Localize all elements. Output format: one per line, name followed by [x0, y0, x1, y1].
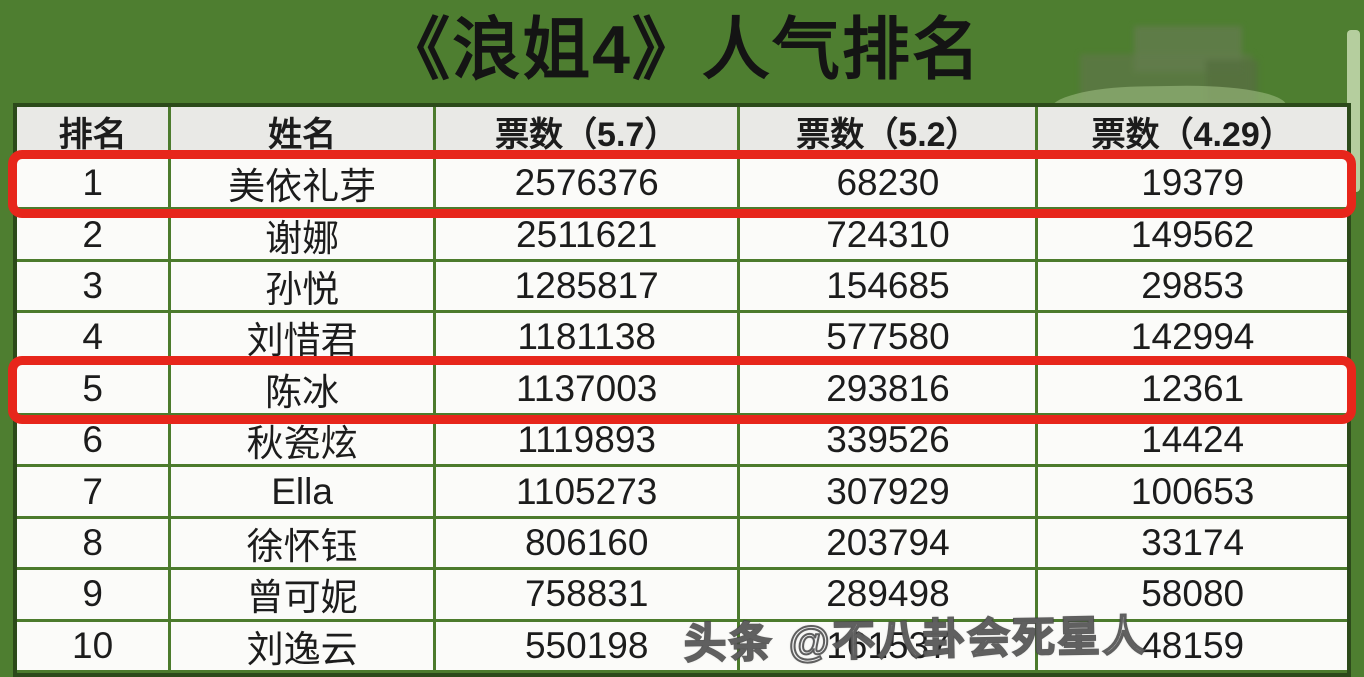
cell-v1: 1181138: [435, 313, 741, 365]
cell-v2: 68230: [740, 159, 1039, 211]
cell-rank: 10: [17, 621, 172, 673]
cell-v1: 1137003: [435, 364, 741, 416]
cell-v1: 1285817: [435, 261, 741, 314]
cell-name: 孙悦: [171, 261, 436, 314]
cell-v2: 154685: [740, 261, 1039, 314]
table-row: 10 刘逸云 550198 161537 48159: [17, 621, 1347, 673]
cell-v1: 2576376: [435, 159, 741, 211]
table-row: 9 曾可妮 758831 289498 58080: [17, 570, 1347, 622]
header-votes-5-2: 票数（5.2）: [740, 107, 1039, 159]
ranking-table-body: 1 美依礼芽 2576376 68230 19379 2 谢娜 2511621 724310 14…: [8, 149, 1356, 673]
cell-rank: 9: [17, 570, 172, 622]
cell-name: Ella: [171, 467, 436, 519]
page-title: 《浪姐4》人气排名: [382, 12, 982, 88]
cell-name: 刘逸云: [171, 621, 436, 673]
cell-name: 曾可妮: [171, 570, 436, 622]
cell-v2: 339526: [740, 415, 1039, 468]
cell-v2: 289498: [740, 570, 1039, 622]
cell-v2: 577580: [740, 313, 1039, 365]
header-votes-4-29: 票数（4.29）: [1038, 107, 1347, 159]
table-header-row: 排名 姓名 票数（5.7） 票数（5.2） 票数（4.29）: [17, 107, 1347, 159]
header-votes-5-7: 票数（5.7）: [435, 107, 741, 159]
cell-rank: 8: [17, 518, 172, 571]
cell-v1: 2511621: [435, 210, 741, 262]
cell-v1: 806160: [435, 518, 741, 571]
table-row: 7 Ella 1105273 307929 100653: [17, 467, 1347, 519]
table-row-highlighted: 1 美依礼芽 2576376 68230 19379: [8, 149, 1356, 219]
cell-v3: 14424: [1038, 415, 1347, 468]
table-row: 3 孙悦 1285817 154685 29853: [17, 261, 1347, 314]
header-name: 姓名: [171, 107, 436, 159]
header-rank: 排名: [17, 107, 172, 159]
cell-name: 谢娜: [171, 210, 436, 262]
site-watermark: 头条 @不八卦会死星人: [683, 611, 1149, 668]
cell-v3: 58080: [1038, 570, 1347, 622]
cell-v1: 1119893: [435, 415, 741, 468]
cell-rank: 4: [17, 313, 172, 365]
cell-v3: 48159: [1038, 621, 1347, 673]
cell-rank: 3: [17, 261, 172, 314]
cell-v2: 293816: [740, 364, 1039, 416]
cell-v2: 203794: [740, 518, 1039, 571]
table-row-highlighted: 5 陈冰 1137003 293816 12361: [8, 355, 1356, 425]
cell-name: 刘惜君: [171, 313, 436, 365]
cell-v1: 550198: [435, 621, 741, 673]
cell-v2: 307929: [740, 467, 1039, 519]
cell-v1: 1105273: [435, 467, 741, 519]
cell-name: 美依礼芽: [171, 159, 436, 211]
ranking-table: 排名 姓名 票数（5.7） 票数（5.2） 票数（4.29） 1 美依礼芽 2576…: [8, 103, 1356, 677]
cell-v3: 33174: [1038, 518, 1347, 571]
cell-v2: 161537: [740, 621, 1039, 673]
cell-rank: 1: [17, 159, 172, 211]
table-row: 8 徐怀钰 806160 203794 33174: [17, 518, 1347, 571]
cell-rank: 7: [17, 467, 172, 519]
cell-v3: 149562: [1038, 210, 1347, 262]
table-row: 4 刘惜君 1181138 577580 142994: [17, 313, 1347, 365]
table-row: 2 谢娜 2511621 724310 149562: [17, 210, 1347, 262]
cell-rank: 2: [17, 210, 172, 262]
cell-v3: 142994: [1038, 313, 1347, 365]
cell-rank: 6: [17, 415, 172, 468]
cell-name: 徐怀钰: [171, 518, 436, 571]
cell-name: 陈冰: [171, 364, 436, 416]
cell-v3: 19379: [1038, 159, 1347, 211]
cell-v3: 100653: [1038, 467, 1347, 519]
table-row: 6 秋瓷炫 1119893 339526 14424: [17, 415, 1347, 468]
cell-v3: 29853: [1038, 261, 1347, 314]
cell-name: 秋瓷炫: [171, 415, 436, 468]
cell-v1: 758831: [435, 570, 741, 622]
cell-rank: 5: [17, 364, 172, 416]
cell-v3: 12361: [1038, 364, 1347, 416]
cell-v2: 724310: [740, 210, 1039, 262]
blurred-watermark: [1076, 20, 1262, 112]
